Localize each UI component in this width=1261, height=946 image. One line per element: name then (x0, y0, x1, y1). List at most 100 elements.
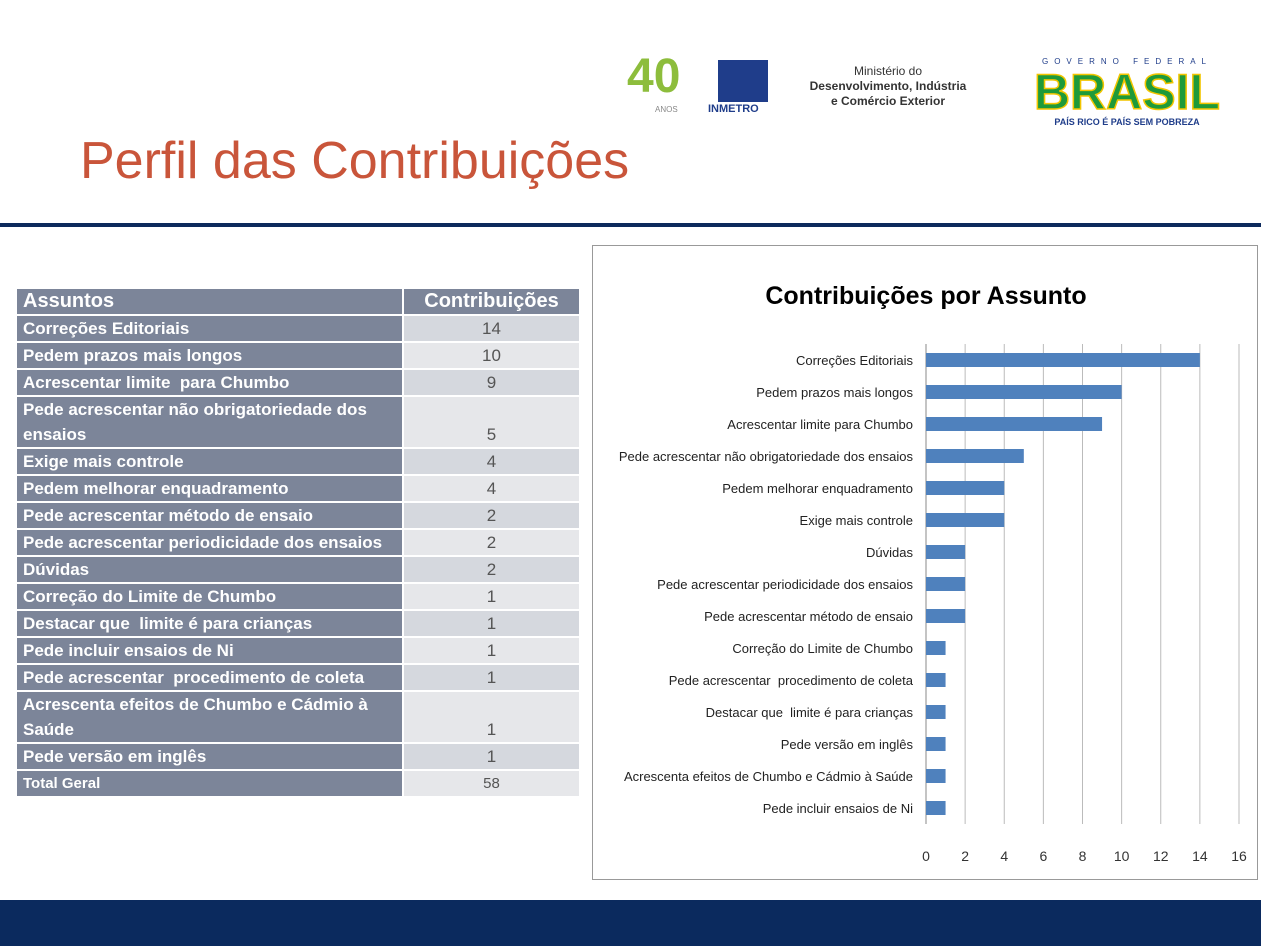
subject-cell: Acrescentar limite para Chumbo (15, 368, 404, 397)
count-cell: Contribuições (402, 287, 581, 316)
y-tick-label: Pedem melhorar enquadramento (722, 481, 913, 496)
subject-cell: Acrescenta efeitos de Chumbo e Cádmio à … (15, 690, 404, 744)
subject-cell: Pede acrescentar método de ensaio (15, 501, 404, 530)
y-tick-label: Pedem prazos mais longos (756, 385, 913, 400)
count-cell: 14 (402, 314, 581, 343)
x-tick-label: 2 (961, 848, 969, 864)
y-tick-label: Pede acrescentar não obrigatoriedade dos… (619, 449, 914, 464)
count-cell: 2 (402, 528, 581, 557)
y-tick-label: Acrescentar limite para Chumbo (727, 417, 913, 432)
bar (926, 353, 1200, 367)
subject-cell: Dúvidas (15, 555, 404, 584)
bar (926, 705, 946, 719)
table-row: Pede acrescentar não obrigatoriedade dos… (15, 395, 581, 449)
x-tick-label: 10 (1114, 848, 1130, 864)
bar (926, 417, 1103, 431)
count-cell: 10 (402, 341, 581, 370)
bar (926, 385, 1122, 399)
bar (926, 801, 946, 815)
table-row: Pede acrescentar procedimento de coleta 1 (15, 663, 581, 692)
years-label: ANOS (655, 105, 678, 114)
bar (926, 673, 946, 687)
count-cell: 9 (402, 368, 581, 397)
chart-title: Contribuições por Assunto (765, 282, 1086, 310)
table-row: Correções Editoriais 14 (15, 314, 581, 343)
count-cell: 1 (402, 582, 581, 611)
table-row: Pede acrescentar método de ensaio 2 (15, 501, 581, 530)
subject-cell: Assuntos (15, 287, 404, 316)
table-row: Dúvidas 2 (15, 555, 581, 584)
subject-cell: Pedem prazos mais longos (15, 341, 404, 370)
bar (926, 609, 966, 623)
subject-cell: Pedem melhorar enquadramento (15, 474, 404, 503)
chart-frame: Contribuições por Assunto 0 2 4 6 8 10 12 14 16 Co… (592, 245, 1258, 880)
table-row: Pede incluir ensaios de Ni 1 (15, 636, 581, 665)
count-cell: 2 (402, 555, 581, 584)
count-cell: 1 (402, 663, 581, 692)
subject-cell: Destacar que limite é para crianças (15, 609, 404, 638)
y-tick-label: Pede incluir ensaios de Ni (763, 801, 913, 816)
table-row: Pedem prazos mais longos 10 (15, 341, 581, 370)
y-tick-label: Destacar que limite é para crianças (706, 705, 914, 720)
y-tick-label: Dúvidas (866, 545, 913, 560)
contributions-table: Assuntos Contribuições Correções Editoriai… (15, 287, 581, 798)
count-cell: 4 (402, 447, 581, 476)
x-tick-label: 0 (922, 848, 930, 864)
bar (926, 449, 1024, 463)
subject-cell: Pede acrescentar periodicidade dos ensai… (15, 528, 404, 557)
table-row: Destacar que limite é para crianças 1 (15, 609, 581, 638)
inmetro-logo: INMETRO (708, 103, 759, 115)
count-cell: 58 (402, 769, 581, 798)
subject-cell: Pede acrescentar procedimento de coleta (15, 663, 404, 692)
bar (926, 513, 1005, 527)
y-tick-label: Pede acrescentar método de ensaio (704, 609, 913, 624)
chart: Contribuições por Assunto 0 2 4 6 8 10 12 14 16 Co… (619, 282, 1247, 864)
years-logo: 40 (627, 50, 680, 103)
header: 40 ANOS INMETRO Ministério do Desenvolvi… (0, 50, 1261, 227)
subject-cell: Exige mais controle (15, 447, 404, 476)
footer-band (0, 900, 1261, 946)
table-row: Pedem melhorar enquadramento 4 (15, 474, 581, 503)
y-tick-label: Pede versão em inglês (781, 737, 914, 752)
subject-cell: Total Geral (15, 769, 404, 798)
slogan: PAÍS RICO É PAÍS SEM POBREZA (1054, 117, 1200, 127)
y-tick-label: Correções Editoriais (796, 353, 914, 368)
count-cell: 1 (402, 609, 581, 638)
table-row: Acrescentar limite para Chumbo 9 (15, 368, 581, 397)
subject-cell: Pede incluir ensaios de Ni (15, 636, 404, 665)
table-row: Pede acrescentar periodicidade dos ensai… (15, 528, 581, 557)
count-cell: 1 (402, 636, 581, 665)
x-tick-label: 6 (1039, 848, 1047, 864)
x-tick-label: 8 (1079, 848, 1087, 864)
table-row: Acrescenta efeitos de Chumbo e Cádmio à … (15, 690, 581, 744)
subject-cell: Correção do Limite de Chumbo (15, 582, 404, 611)
y-tick-label: Exige mais controle (800, 513, 913, 528)
inmetro-icon (718, 60, 768, 102)
bar (926, 545, 966, 559)
subject-cell: Pede versão em inglês (15, 742, 404, 771)
bar (926, 737, 946, 751)
table-row: Total Geral 58 (15, 769, 581, 798)
y-tick-label: Acrescenta efeitos de Chumbo e Cádmio à … (624, 769, 913, 784)
header-rule (0, 223, 1261, 227)
brand-logo: BRASIL (1034, 64, 1220, 120)
table-row: Correção do Limite de Chumbo 1 (15, 582, 581, 611)
y-tick-label: Pede acrescentar periodicidade dos ensai… (657, 577, 913, 592)
y-tick-label: Correção do Limite de Chumbo (732, 641, 913, 656)
bar (926, 769, 946, 783)
bar (926, 577, 966, 591)
table-row: Assuntos Contribuições (15, 287, 581, 316)
bar (926, 481, 1005, 495)
x-tick-label: 12 (1153, 848, 1169, 864)
x-tick-label: 16 (1231, 848, 1247, 864)
count-cell: 1 (402, 742, 581, 771)
ministry-line: e Comércio Exterior (831, 94, 945, 108)
x-tick-label: 14 (1192, 848, 1208, 864)
bar (926, 641, 946, 655)
y-tick-label: Pede acrescentar procedimento de coleta (669, 673, 914, 688)
count-cell: 4 (402, 474, 581, 503)
count-cell: 2 (402, 501, 581, 530)
page-title: Perfil das Contribuições (80, 132, 629, 190)
ministry-line: Ministério do (854, 64, 922, 78)
